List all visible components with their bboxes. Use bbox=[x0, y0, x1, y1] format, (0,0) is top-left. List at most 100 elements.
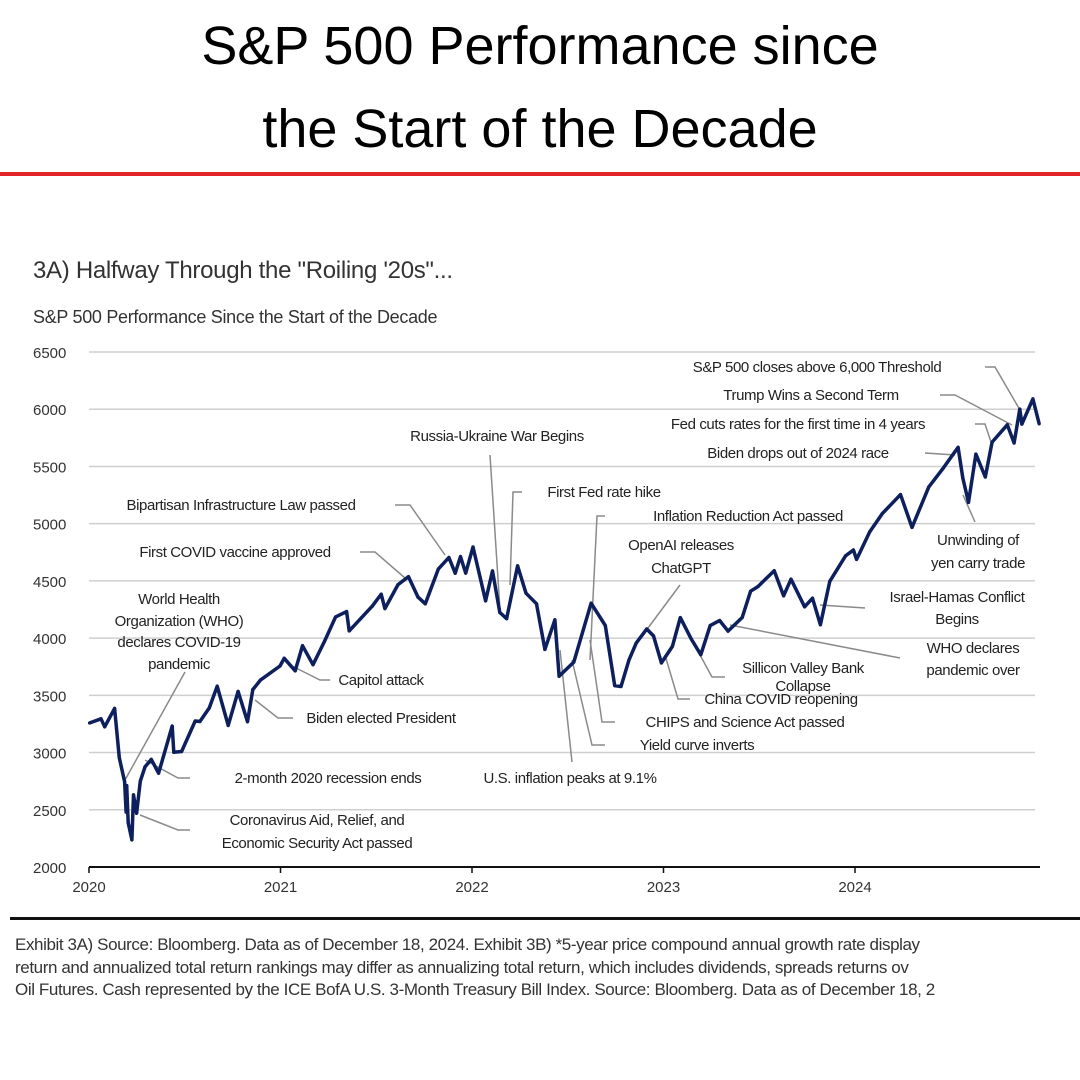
data-point bbox=[756, 585, 760, 589]
data-point bbox=[293, 669, 297, 673]
data-point bbox=[345, 609, 349, 614]
data-point bbox=[278, 664, 282, 668]
annotation-yen: Unwinding of bbox=[937, 532, 1020, 549]
data-point bbox=[113, 706, 117, 710]
footer-divider bbox=[10, 917, 1080, 920]
annotation-who-pandemic: Organization (WHO) bbox=[115, 613, 244, 630]
data-point bbox=[718, 618, 722, 623]
data-point bbox=[659, 661, 664, 665]
annotation-vaccine: First COVID vaccine approved bbox=[139, 544, 330, 561]
data-point bbox=[990, 440, 994, 444]
data-point bbox=[689, 637, 693, 641]
data-point bbox=[122, 780, 127, 784]
data-point bbox=[1005, 423, 1009, 427]
data-point bbox=[1020, 422, 1024, 426]
annotation-who-pandemic: World Health bbox=[138, 591, 220, 608]
annotation-biden-drops: Biden drops out of 2024 race bbox=[707, 445, 888, 462]
annotation-china-reopening-leader-line bbox=[664, 654, 690, 700]
x-tick-label: 2020 bbox=[72, 879, 105, 896]
y-tick-label: 5000 bbox=[33, 517, 66, 534]
data-point bbox=[436, 567, 441, 571]
annotation-chips-leader-line bbox=[589, 639, 615, 723]
annotation-inflation-peak-leader-line bbox=[559, 649, 573, 763]
data-point bbox=[453, 571, 457, 575]
y-tick-label: 3500 bbox=[33, 688, 66, 705]
annotation-who-over: pandemic over bbox=[926, 662, 1020, 679]
data-point bbox=[198, 719, 202, 724]
annotation-infrastructure-leader-line bbox=[395, 504, 446, 556]
annotation-biden-elected: Biden elected President bbox=[306, 710, 456, 727]
data-point bbox=[131, 793, 136, 797]
data-point bbox=[143, 765, 147, 769]
annotation-chips: CHIPS and Science Act passed bbox=[646, 714, 845, 731]
data-point bbox=[236, 689, 240, 694]
data-point bbox=[300, 644, 305, 648]
data-point bbox=[505, 617, 509, 621]
annotation-cares: Coronavirus Aid, Relief, and bbox=[230, 812, 405, 829]
annotation-israel-hamas-leader-line bbox=[819, 604, 866, 609]
data-point bbox=[880, 512, 884, 516]
annotation-yield-curve: Yield curve inverts bbox=[640, 737, 754, 754]
data-point bbox=[156, 771, 161, 775]
data-point bbox=[484, 599, 488, 603]
data-point bbox=[135, 811, 139, 815]
annotation-who-pandemic: pandemic bbox=[148, 656, 211, 673]
data-point bbox=[670, 644, 675, 648]
annotation-who-pandemic: declares COVID-19 bbox=[117, 634, 240, 651]
annotation-fed-hike: First Fed rate hike bbox=[547, 484, 660, 501]
y-tick-label: 3000 bbox=[33, 746, 66, 763]
data-point bbox=[1018, 407, 1022, 411]
data-point bbox=[1037, 422, 1041, 426]
data-point bbox=[383, 606, 387, 611]
data-point bbox=[966, 500, 971, 504]
data-point bbox=[810, 596, 815, 600]
data-point bbox=[524, 591, 528, 595]
data-point bbox=[251, 688, 255, 692]
data-point bbox=[322, 639, 327, 643]
annotation-russia-ukraine: Russia-Ukraine War Begins bbox=[410, 428, 584, 445]
data-point bbox=[259, 678, 263, 682]
data-point bbox=[543, 647, 547, 652]
data-point bbox=[699, 653, 703, 657]
x-tick-label: 2023 bbox=[647, 879, 680, 896]
data-point bbox=[471, 545, 475, 549]
data-point bbox=[983, 475, 987, 479]
x-tick-label: 2022 bbox=[455, 879, 488, 896]
y-tick-label: 5500 bbox=[33, 459, 66, 476]
headline-line-2: the Start of the Decade bbox=[262, 99, 818, 159]
data-point bbox=[898, 492, 903, 497]
annotation-china-reopening: China COVID reopening bbox=[704, 691, 857, 708]
annotation-svb: Sillicon Valley Bank bbox=[742, 660, 865, 677]
y-tick-label: 4000 bbox=[33, 631, 66, 648]
footnote-line: Oil Futures. Cash represented by the ICE… bbox=[15, 980, 935, 999]
footnote-line: return and annualized total return ranki… bbox=[15, 957, 909, 977]
data-point bbox=[464, 571, 468, 575]
annotation-fed-hike-leader-line bbox=[509, 491, 522, 586]
data-point bbox=[589, 601, 593, 605]
data-point bbox=[708, 624, 712, 628]
annotation-capitol: Capitol attack bbox=[338, 672, 424, 689]
data-point bbox=[347, 629, 351, 633]
data-point bbox=[379, 592, 383, 596]
annotation-chatgpt-leader-line bbox=[644, 584, 681, 633]
annotation-recession-ends: 2-month 2020 recession ends bbox=[235, 770, 422, 787]
annotation-ira: Inflation Reduction Act passed bbox=[653, 508, 843, 525]
annotation-trump: Trump Wins a Second Term bbox=[723, 387, 898, 404]
y-tick-label: 6000 bbox=[33, 402, 66, 419]
data-point bbox=[910, 525, 914, 530]
data-point bbox=[534, 602, 539, 606]
red-divider bbox=[0, 172, 1080, 176]
data-point bbox=[117, 756, 121, 760]
data-point bbox=[843, 554, 848, 558]
data-point bbox=[282, 656, 286, 660]
data-point bbox=[1031, 397, 1035, 401]
annotation-who-pandemic-leader-line bbox=[124, 671, 186, 781]
data-point bbox=[207, 706, 211, 710]
annotation-ira-leader-line bbox=[589, 515, 605, 661]
annotation-cares-leader-line bbox=[139, 814, 190, 831]
data-point bbox=[941, 466, 946, 470]
annotation-yield-curve-leader-line bbox=[571, 659, 605, 746]
annotation-6000: S&P 500 closes above 6,000 Threshold bbox=[693, 359, 942, 376]
annotation-who-over-leader-line bbox=[729, 624, 901, 659]
annotation-biden-elected-leader-line bbox=[254, 699, 293, 719]
